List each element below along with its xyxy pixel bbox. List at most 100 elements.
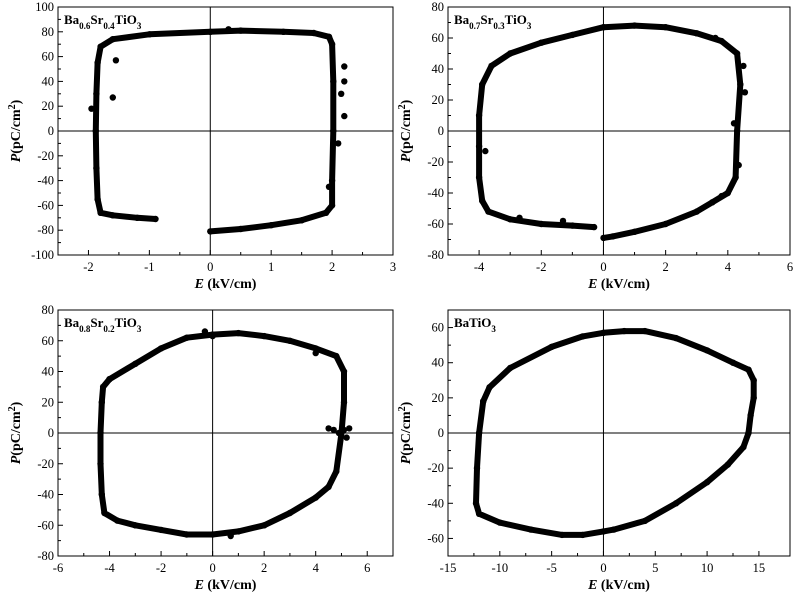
x-tick-label: 10 bbox=[701, 561, 714, 575]
y-axis-label-unit: (pC/cm bbox=[9, 109, 24, 154]
panel-title: Ba0.7Sr0.3TiO3 bbox=[454, 12, 532, 31]
data-point bbox=[507, 216, 514, 223]
x-tick-label: 6 bbox=[364, 561, 370, 575]
x-tick-label: -1 bbox=[144, 260, 154, 274]
x-tick-label: 0 bbox=[600, 561, 606, 575]
data-point bbox=[579, 333, 586, 340]
data-point bbox=[729, 359, 737, 366]
y-tick-label: 80 bbox=[432, 0, 445, 14]
data-point bbox=[310, 29, 317, 37]
data-point bbox=[600, 329, 607, 336]
y-axis-label: P(pC/cm2) bbox=[7, 401, 25, 464]
y-tick-label: 40 bbox=[432, 356, 445, 370]
y-tick-label: -100 bbox=[31, 248, 54, 262]
outlier-point bbox=[740, 62, 747, 70]
x-tick-label: 2 bbox=[261, 561, 267, 575]
y-tick-label: 80 bbox=[42, 303, 55, 317]
data-point bbox=[488, 62, 495, 70]
data-point bbox=[485, 208, 492, 215]
y-tick-label: 40 bbox=[432, 62, 445, 76]
data-point bbox=[745, 429, 752, 437]
data-point bbox=[333, 468, 340, 475]
data-point bbox=[132, 522, 139, 529]
data-point bbox=[475, 143, 483, 150]
y-tick-label: 20 bbox=[432, 93, 445, 107]
data-point bbox=[333, 352, 340, 360]
x-tick-label: 4 bbox=[313, 561, 320, 575]
data-point bbox=[548, 343, 555, 351]
hysteresis-loop bbox=[476, 22, 744, 241]
data-point bbox=[631, 22, 638, 29]
panel-title: Ba0.8Sr0.2TiO3 bbox=[64, 315, 142, 334]
data-point bbox=[237, 27, 244, 34]
chart-panel: -2 -1 0 1 2 3 -100 -80 -60 -40 -20 0 20 40 60 80 100 E (k… bbox=[7, 0, 397, 292]
data-point bbox=[472, 500, 480, 507]
x-tick-label: 1 bbox=[268, 260, 274, 274]
data-point bbox=[737, 81, 744, 88]
y-axis-label-symbol: P bbox=[9, 153, 24, 162]
panel-title-text: Sr bbox=[90, 12, 103, 27]
data-point bbox=[569, 31, 576, 39]
data-point bbox=[312, 494, 319, 501]
data-point bbox=[286, 509, 294, 517]
y-tick-label: 80 bbox=[42, 25, 55, 39]
data-point bbox=[330, 127, 337, 135]
data-point bbox=[109, 36, 117, 43]
x-axis-label: E (kV/cm) bbox=[194, 578, 257, 593]
data-point bbox=[340, 368, 348, 375]
data-point bbox=[579, 531, 586, 539]
x-tick-label: -4 bbox=[474, 260, 485, 274]
data-point bbox=[672, 500, 680, 507]
data-point bbox=[479, 197, 486, 204]
y-tick-label: -80 bbox=[37, 549, 54, 563]
data-point bbox=[261, 332, 268, 340]
data-point bbox=[330, 78, 337, 85]
y-tick-label: -40 bbox=[37, 488, 54, 502]
outlier-point bbox=[730, 120, 738, 127]
panel-title-subscript: 3 bbox=[137, 324, 142, 334]
data-point bbox=[740, 443, 747, 451]
data-point bbox=[134, 214, 141, 221]
outlier-point bbox=[325, 183, 333, 190]
panel-title-text: Ba bbox=[64, 315, 80, 330]
data-point bbox=[237, 225, 244, 233]
outlier-point bbox=[718, 192, 725, 200]
panel-title-subscript: 0.6 bbox=[79, 21, 91, 31]
y-tick-label: 60 bbox=[42, 50, 55, 64]
data-point bbox=[157, 526, 165, 534]
x-axis-label-symbol: E bbox=[587, 578, 597, 593]
data-point bbox=[747, 412, 754, 419]
data-point bbox=[106, 376, 113, 383]
x-tick-label: 2 bbox=[329, 260, 335, 274]
panel-title-subscript: 0.2 bbox=[103, 324, 115, 334]
x-tick-label: 0 bbox=[207, 260, 213, 274]
y-tick-label: 0 bbox=[48, 124, 54, 138]
outlier-point bbox=[559, 217, 567, 225]
x-tick-label: 2 bbox=[663, 260, 669, 274]
data-point bbox=[662, 24, 669, 31]
y-axis-label-symbol: P bbox=[9, 455, 24, 464]
y-tick-label: 0 bbox=[438, 426, 444, 440]
data-point bbox=[146, 31, 153, 38]
y-tick-label: 0 bbox=[48, 426, 54, 440]
panel-title: Ba0.6Sr0.4TiO3 bbox=[64, 12, 142, 31]
outlier-point bbox=[88, 105, 95, 112]
data-point bbox=[97, 460, 104, 467]
data-point bbox=[733, 50, 741, 57]
data-point bbox=[590, 223, 598, 231]
data-point bbox=[328, 41, 336, 48]
data-point bbox=[538, 220, 545, 228]
data-point bbox=[235, 329, 242, 337]
data-point bbox=[724, 189, 731, 197]
x-tick-label: 4 bbox=[725, 260, 732, 274]
panel-title-subscript: 3 bbox=[491, 324, 496, 334]
data-point bbox=[97, 43, 104, 50]
y-axis-label: P(pC/cm2) bbox=[397, 401, 415, 464]
y-axis-label-close: ) bbox=[9, 401, 24, 406]
y-tick-label: 100 bbox=[35, 0, 54, 14]
x-tick-label: -6 bbox=[53, 561, 63, 575]
data-point bbox=[298, 217, 305, 224]
